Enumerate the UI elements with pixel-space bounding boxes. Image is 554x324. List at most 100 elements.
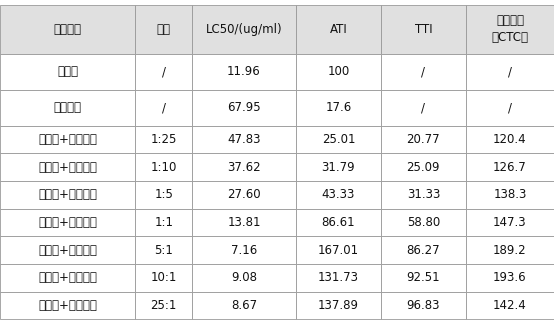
Text: 31.33: 31.33: [407, 188, 440, 201]
Bar: [466, 90, 554, 126]
Bar: [135, 126, 192, 153]
Text: 喙虫啶+联苯菊酯: 喙虫啶+联苯菊酯: [38, 161, 97, 174]
Text: 17.6: 17.6: [325, 101, 351, 114]
Bar: [466, 126, 554, 153]
Text: 25.01: 25.01: [322, 133, 355, 146]
Text: 25:1: 25:1: [151, 299, 177, 312]
Bar: [0, 264, 135, 292]
Bar: [135, 292, 192, 319]
Bar: [135, 181, 192, 209]
Bar: [135, 90, 192, 126]
Text: 9.08: 9.08: [231, 271, 257, 284]
Bar: [466, 5, 554, 53]
Text: 喙虫啶+联苯菊酯: 喙虫啶+联苯菊酯: [38, 188, 97, 201]
Bar: [381, 209, 466, 236]
Bar: [0, 181, 135, 209]
Text: 37.62: 37.62: [227, 161, 261, 174]
Bar: [296, 5, 381, 53]
Bar: [381, 53, 466, 90]
Text: 137.89: 137.89: [318, 299, 359, 312]
Bar: [192, 236, 296, 264]
Text: 100: 100: [327, 65, 350, 78]
Text: 25.09: 25.09: [407, 161, 440, 174]
Bar: [296, 264, 381, 292]
Text: 126.7: 126.7: [493, 161, 527, 174]
Text: 58.80: 58.80: [407, 216, 440, 229]
Bar: [0, 153, 135, 181]
Text: 43.33: 43.33: [322, 188, 355, 201]
Text: 189.2: 189.2: [493, 244, 527, 257]
Bar: [381, 153, 466, 181]
Text: 92.51: 92.51: [407, 271, 440, 284]
Text: 47.83: 47.83: [227, 133, 261, 146]
Text: 1:1: 1:1: [154, 216, 173, 229]
Bar: [192, 209, 296, 236]
Bar: [192, 126, 296, 153]
Bar: [466, 264, 554, 292]
Bar: [466, 236, 554, 264]
Text: 11.96: 11.96: [227, 65, 261, 78]
Text: 31.79: 31.79: [321, 161, 355, 174]
Text: 86.27: 86.27: [407, 244, 440, 257]
Text: /: /: [422, 65, 425, 78]
Text: ATI: ATI: [330, 23, 347, 36]
Text: 喙虫啶+联苯菊酯: 喙虫啶+联苯菊酯: [38, 244, 97, 257]
Bar: [466, 181, 554, 209]
Text: 147.3: 147.3: [493, 216, 527, 229]
Text: 1:25: 1:25: [151, 133, 177, 146]
Text: /: /: [162, 65, 166, 78]
Bar: [0, 90, 135, 126]
Bar: [296, 209, 381, 236]
Text: 7.16: 7.16: [231, 244, 257, 257]
Bar: [296, 181, 381, 209]
Bar: [381, 264, 466, 292]
Bar: [0, 126, 135, 153]
Bar: [466, 209, 554, 236]
Bar: [0, 5, 135, 53]
Text: 131.73: 131.73: [318, 271, 359, 284]
Bar: [466, 153, 554, 181]
Bar: [381, 236, 466, 264]
Bar: [296, 90, 381, 126]
Text: 配比: 配比: [157, 23, 171, 36]
Text: 193.6: 193.6: [493, 271, 527, 284]
Text: 喙虫啶+联苯菊酯: 喙虫啶+联苯菊酯: [38, 299, 97, 312]
Bar: [135, 264, 192, 292]
Text: /: /: [422, 101, 425, 114]
Text: 10:1: 10:1: [151, 271, 177, 284]
Text: 86.61: 86.61: [321, 216, 355, 229]
Bar: [192, 90, 296, 126]
Text: 167.01: 167.01: [318, 244, 359, 257]
Bar: [296, 292, 381, 319]
Text: 138.3: 138.3: [493, 188, 527, 201]
Text: 喙虫啶+联苯菊酯: 喙虫啶+联苯菊酯: [38, 216, 97, 229]
Text: 5:1: 5:1: [154, 244, 173, 257]
Text: TTI: TTI: [414, 23, 432, 36]
Bar: [192, 53, 296, 90]
Text: /: /: [508, 65, 512, 78]
Bar: [381, 181, 466, 209]
Bar: [135, 209, 192, 236]
Bar: [0, 292, 135, 319]
Bar: [466, 292, 554, 319]
Bar: [0, 209, 135, 236]
Bar: [135, 5, 192, 53]
Bar: [381, 292, 466, 319]
Bar: [192, 181, 296, 209]
Text: 喙虫啶: 喙虫啶: [57, 65, 78, 78]
Bar: [135, 153, 192, 181]
Text: 142.4: 142.4: [493, 299, 527, 312]
Text: 120.4: 120.4: [493, 133, 527, 146]
Text: 联苯菊酯: 联苯菊酯: [54, 101, 81, 114]
Bar: [466, 53, 554, 90]
Text: 1:5: 1:5: [154, 188, 173, 201]
Text: 96.83: 96.83: [407, 299, 440, 312]
Bar: [381, 126, 466, 153]
Bar: [0, 236, 135, 264]
Bar: [192, 153, 296, 181]
Text: /: /: [508, 101, 512, 114]
Bar: [0, 53, 135, 90]
Bar: [381, 5, 466, 53]
Text: 20.77: 20.77: [407, 133, 440, 146]
Text: 喙虫啶+联苯菊酯: 喙虫啶+联苯菊酯: [38, 133, 97, 146]
